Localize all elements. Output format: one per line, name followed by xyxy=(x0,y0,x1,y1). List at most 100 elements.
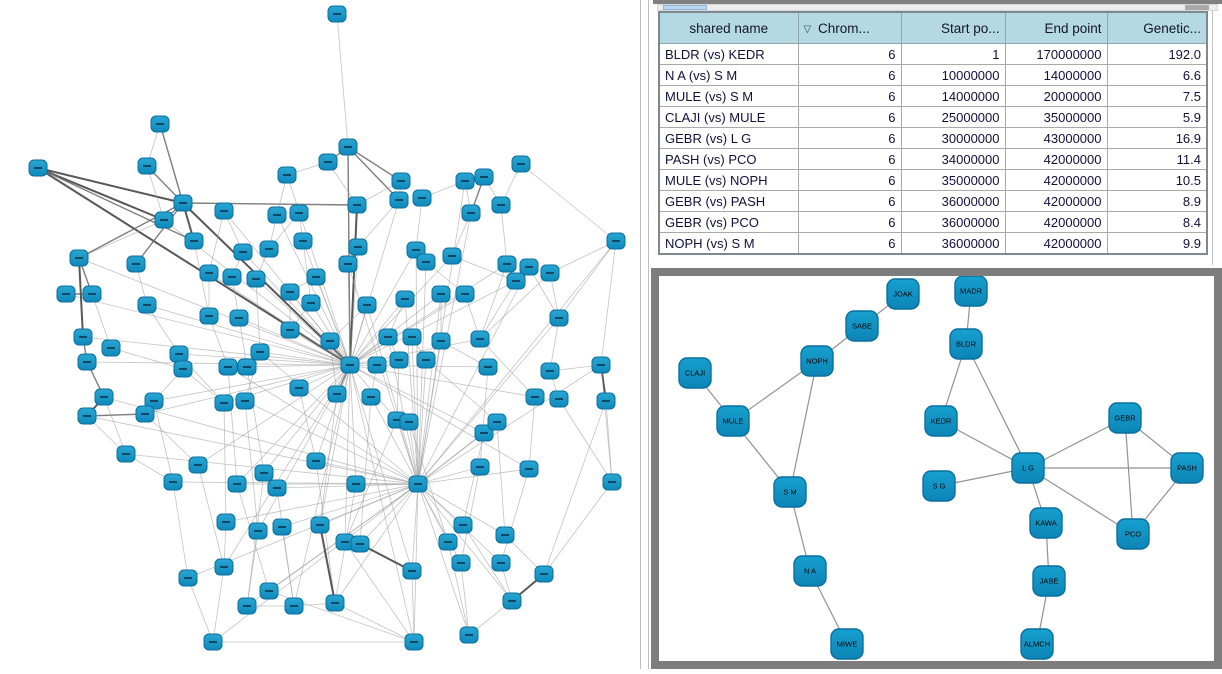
table-cell[interactable]: BLDR (vs) KEDR xyxy=(658,43,799,65)
network-node[interactable] xyxy=(954,275,988,307)
table-cell[interactable]: 42000000 xyxy=(1004,148,1108,170)
table-cell[interactable]: 6 xyxy=(797,85,902,107)
table-cell[interactable]: 20000000 xyxy=(1004,85,1108,107)
column-header-end-point[interactable]: End point xyxy=(1004,11,1108,44)
table-cell[interactable]: 10.5 xyxy=(1106,169,1208,191)
network-node[interactable] xyxy=(1011,452,1045,484)
table-cell[interactable]: GEBR (vs) PASH xyxy=(658,190,799,212)
column-header-shared-name[interactable]: shared name xyxy=(658,11,799,44)
table-cell[interactable]: 6 xyxy=(797,43,902,65)
table-cell[interactable]: 35000000 xyxy=(1004,106,1108,128)
network-edge xyxy=(86,415,419,485)
main-network-canvas[interactable] xyxy=(0,0,638,669)
table-cell[interactable]: 30000000 xyxy=(900,127,1006,149)
network-node[interactable] xyxy=(1170,452,1204,484)
table-row[interactable]: MULE (vs) NOPH 6 35000000 42000000 10.5 xyxy=(658,169,1208,191)
table-cell[interactable]: PASH (vs) PCO xyxy=(658,148,799,170)
table-row[interactable]: BLDR (vs) KEDR 6 1 170000000 192.0 xyxy=(658,43,1208,65)
column-header-start-point[interactable]: Start po... xyxy=(900,11,1006,44)
network-node[interactable] xyxy=(922,470,956,502)
network-node[interactable] xyxy=(924,405,958,437)
horizontal-scrollbar[interactable] xyxy=(657,4,1218,11)
pane-divider-line[interactable] xyxy=(640,0,641,669)
network-node[interactable] xyxy=(949,328,983,360)
table-header-row: shared name ▽ Chrom... Start po... End p… xyxy=(658,11,1208,44)
table-cell[interactable]: 6.6 xyxy=(1106,64,1208,86)
table-cell[interactable]: 192.0 xyxy=(1106,43,1208,65)
network-node[interactable] xyxy=(1116,518,1150,550)
table-row[interactable]: NOPH (vs) S M 6 36000000 42000000 9.9 xyxy=(658,232,1208,255)
table-cell[interactable]: N A (vs) S M xyxy=(658,64,799,86)
subnetwork-canvas[interactable]: JOAK MADR SABE BLDR NOPH CLAJI MULE KEDR GEBR L G… xyxy=(659,275,1214,661)
column-header-genetic[interactable]: Genetic... xyxy=(1106,11,1208,44)
network-node[interactable] xyxy=(1029,507,1063,539)
table-row[interactable]: MULE (vs) S M 6 14000000 20000000 7.5 xyxy=(658,85,1208,107)
table-row[interactable]: GEBR (vs) PASH 6 36000000 42000000 8.9 xyxy=(658,190,1208,212)
network-node-label xyxy=(312,276,320,278)
table-cell[interactable]: GEBR (vs) L G xyxy=(658,127,799,149)
table-cell[interactable]: 6 xyxy=(797,64,902,86)
table-cell[interactable]: CLAJI (vs) MULE xyxy=(658,106,799,128)
network-node-label xyxy=(107,347,115,349)
table-cell[interactable]: 1 xyxy=(900,43,1006,65)
table-cell[interactable]: 8.9 xyxy=(1106,190,1208,212)
attribute-table-panel: shared name ▽ Chrom... Start po... End p… xyxy=(653,0,1222,267)
network-node[interactable] xyxy=(793,555,827,587)
scrollbar-thumb[interactable] xyxy=(663,5,707,10)
table-cell[interactable]: 36000000 xyxy=(900,190,1006,212)
pane-divider-line[interactable] xyxy=(648,0,649,669)
network-node[interactable] xyxy=(830,628,864,660)
table-cell[interactable]: MULE (vs) NOPH xyxy=(658,169,799,191)
table-cell[interactable]: 6 xyxy=(797,148,902,170)
table-row[interactable]: CLAJI (vs) MULE 6 25000000 35000000 5.9 xyxy=(658,106,1208,128)
table-row[interactable]: N A (vs) S M 6 10000000 14000000 6.6 xyxy=(658,64,1208,86)
table-cell[interactable]: 14000000 xyxy=(1004,64,1108,86)
column-header-chromosome[interactable]: ▽ Chrom... xyxy=(797,11,902,44)
table-row[interactable]: GEBR (vs) L G 6 30000000 43000000 16.9 xyxy=(658,127,1208,149)
network-edge xyxy=(479,338,536,398)
table-cell[interactable]: 42000000 xyxy=(1004,211,1108,233)
network-node[interactable] xyxy=(1032,565,1066,597)
table-cell[interactable]: 8.4 xyxy=(1106,211,1208,233)
table-cell[interactable]: GEBR (vs) PCO xyxy=(658,211,799,233)
table-cell[interactable]: 6 xyxy=(797,190,902,212)
table-cell[interactable]: 16.9 xyxy=(1106,127,1208,149)
network-node[interactable] xyxy=(716,405,750,437)
table-cell[interactable]: 6 xyxy=(797,211,902,233)
table-row[interactable]: GEBR (vs) PCO 6 36000000 42000000 8.4 xyxy=(658,211,1208,233)
network-node[interactable] xyxy=(678,357,712,389)
network-node[interactable] xyxy=(773,476,807,508)
table-row[interactable]: PASH (vs) PCO 6 34000000 42000000 11.4 xyxy=(658,148,1208,170)
table-cell[interactable]: 36000000 xyxy=(900,232,1006,255)
table-cell[interactable]: NOPH (vs) S M xyxy=(658,232,799,255)
table-cell[interactable]: 36000000 xyxy=(900,211,1006,233)
network-node-label xyxy=(160,219,168,221)
network-node[interactable] xyxy=(886,278,920,310)
table-cell[interactable]: 14000000 xyxy=(900,85,1006,107)
table-cell[interactable]: 42000000 xyxy=(1004,169,1108,191)
network-node-label xyxy=(555,398,563,400)
table-cell[interactable]: 25000000 xyxy=(900,106,1006,128)
table-cell[interactable]: 6 xyxy=(797,169,902,191)
table-cell[interactable]: 35000000 xyxy=(900,169,1006,191)
table-cell[interactable]: 5.9 xyxy=(1106,106,1208,128)
table-cell[interactable]: 11.4 xyxy=(1106,148,1208,170)
table-cell[interactable]: 7.5 xyxy=(1106,85,1208,107)
table-cell[interactable]: 34000000 xyxy=(900,148,1006,170)
network-edge xyxy=(417,240,617,485)
table-cell[interactable]: 170000000 xyxy=(1004,43,1108,65)
network-node[interactable] xyxy=(1108,402,1142,434)
table-cell[interactable]: 43000000 xyxy=(1004,127,1108,149)
table-cell[interactable]: 10000000 xyxy=(900,64,1006,86)
table-cell[interactable]: 6 xyxy=(797,232,902,255)
table-cell[interactable]: 6 xyxy=(797,127,902,149)
table-cell[interactable]: MULE (vs) S M xyxy=(658,85,799,107)
network-node[interactable] xyxy=(800,345,834,377)
network-node[interactable] xyxy=(845,310,879,342)
table-cell[interactable]: 9.9 xyxy=(1106,232,1208,255)
table-cell[interactable]: 42000000 xyxy=(1004,190,1108,212)
table-cell[interactable]: 42000000 xyxy=(1004,232,1108,255)
network-node[interactable] xyxy=(1020,628,1054,660)
table-cell[interactable]: 6 xyxy=(797,106,902,128)
scrollbar-segment[interactable] xyxy=(1185,5,1209,10)
